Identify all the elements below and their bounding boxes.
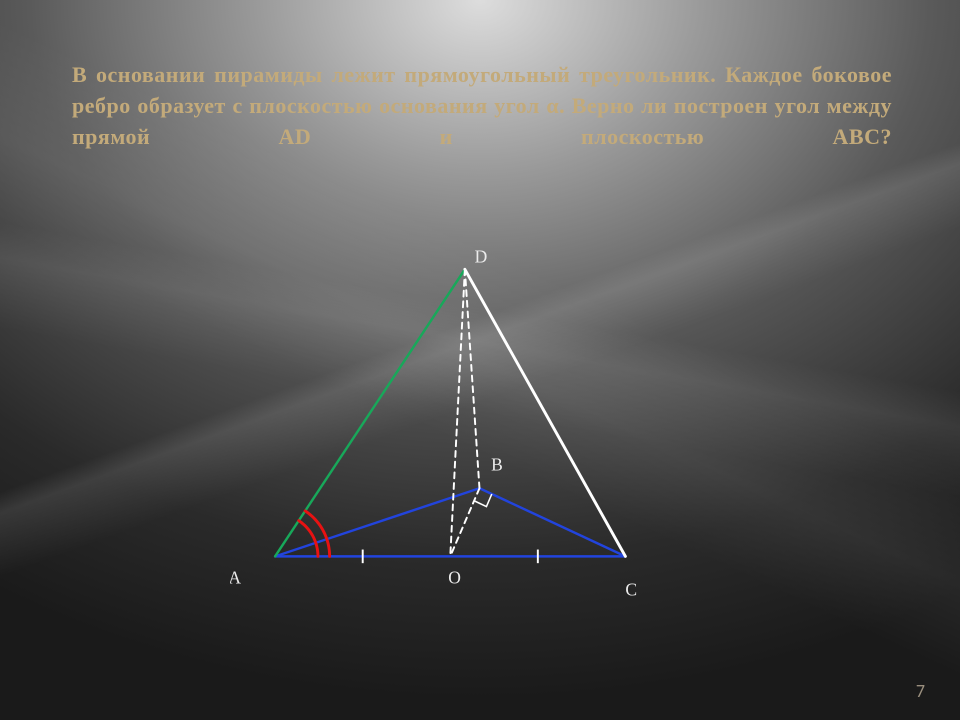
pyramid-diagram: A C B D O [230,245,690,605]
svg-text:C: C [625,579,637,599]
svg-text:D: D [475,247,488,267]
svg-text:B: B [491,455,503,475]
problem-text: В основании пирамиды лежит прямоугольный… [72,60,892,152]
page-number: 7 [916,680,925,702]
svg-text:A: A [230,568,241,588]
svg-text:O: O [448,568,461,588]
problem-text-content: В основании пирамиды лежит прямоугольный… [72,62,892,149]
